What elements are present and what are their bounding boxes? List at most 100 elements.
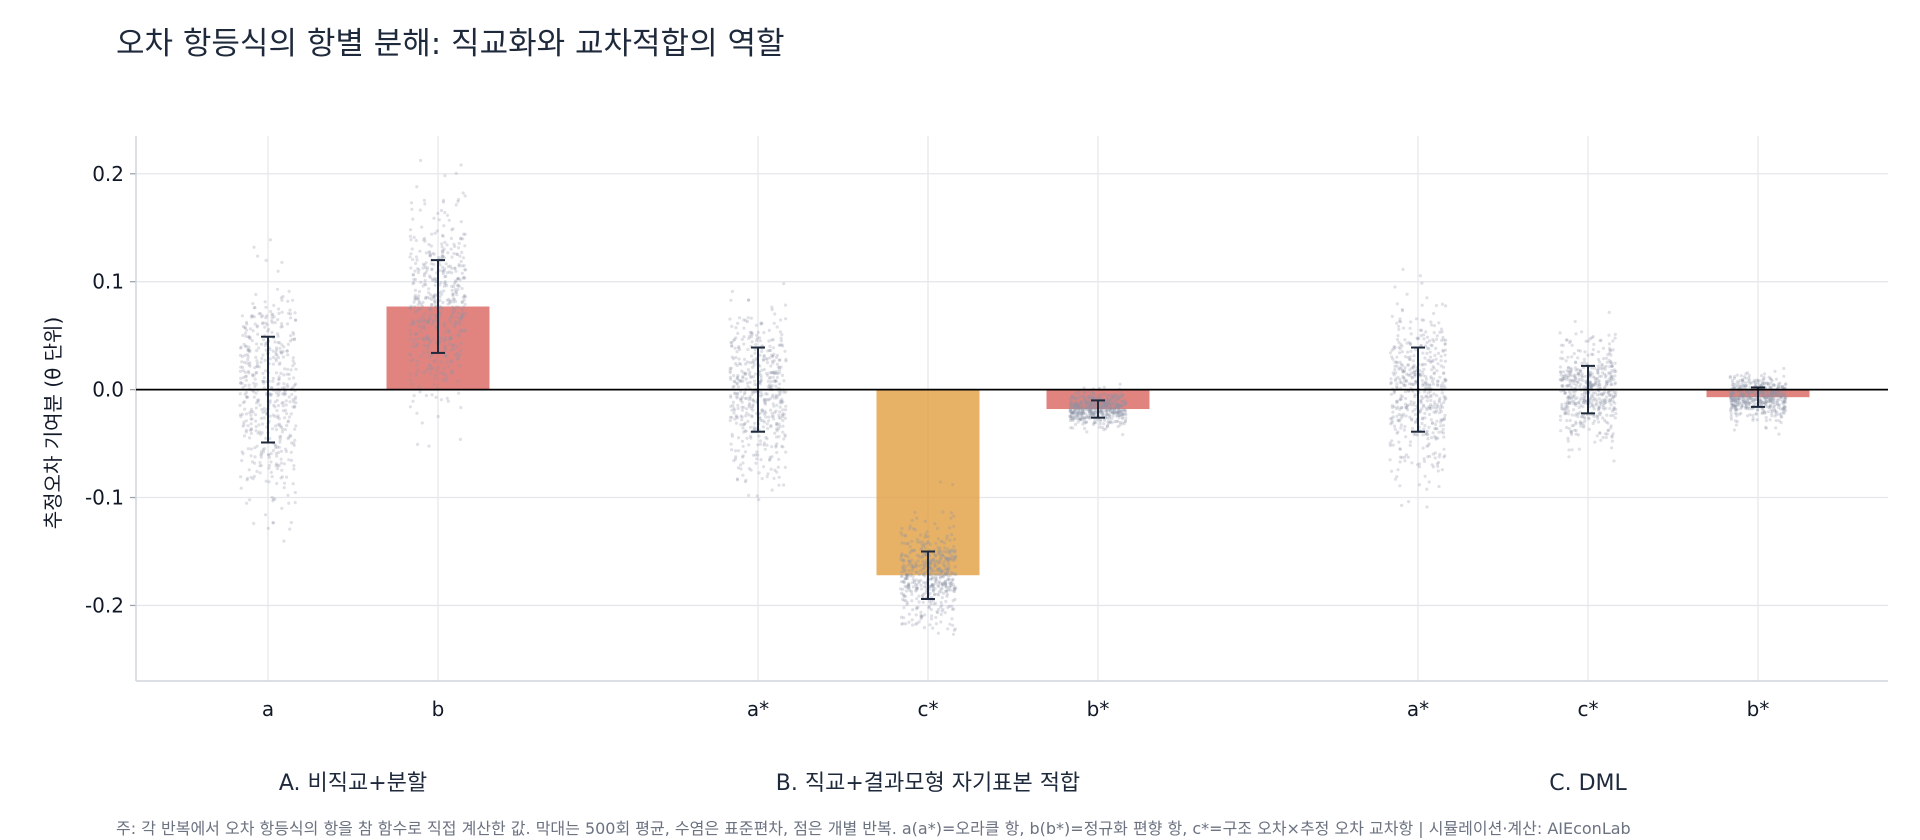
replication-point [1412, 382, 1416, 387]
replication-point [1092, 412, 1096, 416]
replication-point [1078, 416, 1082, 420]
replication-point [1098, 425, 1102, 429]
replication-point [280, 324, 284, 328]
replication-point [443, 353, 447, 357]
replication-point [739, 467, 743, 471]
replication-point [1398, 398, 1402, 402]
replication-point [1600, 398, 1604, 402]
replication-point [938, 553, 942, 557]
replication-point [269, 451, 273, 456]
replication-point [1604, 373, 1608, 378]
replication-point [1070, 406, 1074, 410]
replication-point [1612, 368, 1616, 372]
replication-point [440, 242, 444, 246]
replication-point [289, 520, 293, 525]
replication-point [739, 378, 743, 383]
replication-point [762, 353, 766, 358]
replication-point [754, 461, 758, 465]
replication-point [1738, 401, 1742, 405]
replication-point [1089, 411, 1093, 415]
replication-point [254, 429, 258, 433]
replication-point [1432, 406, 1436, 410]
replication-point [1399, 426, 1403, 430]
replication-point [1444, 396, 1448, 401]
replication-point [1761, 410, 1765, 415]
replication-point [947, 567, 951, 571]
replication-point [1729, 396, 1733, 400]
replication-point [409, 201, 414, 205]
replication-point [1398, 407, 1402, 411]
replication-point [452, 324, 456, 328]
replication-point [939, 570, 943, 574]
replication-point [449, 337, 453, 341]
replication-point [762, 358, 766, 362]
replication-point [742, 326, 746, 330]
replication-point [1768, 393, 1772, 397]
replication-point [1436, 460, 1441, 465]
replication-point [1595, 414, 1599, 418]
replication-point [293, 404, 297, 408]
replication-point [902, 558, 906, 562]
replication-point [1423, 380, 1427, 384]
replication-point [735, 391, 740, 395]
replication-point [1432, 403, 1437, 407]
replication-point [430, 393, 434, 397]
replication-point [433, 304, 437, 308]
replication-point [900, 552, 904, 556]
replication-point [1568, 400, 1572, 404]
replication-point [1119, 395, 1123, 399]
replication-point [1591, 398, 1595, 403]
replication-point [1393, 364, 1397, 368]
replication-point [449, 247, 453, 251]
replication-point [779, 365, 783, 369]
replication-point [273, 321, 277, 325]
replication-point [744, 371, 748, 375]
replication-point [1759, 402, 1764, 406]
replication-point [255, 365, 259, 369]
replication-point [908, 524, 912, 528]
replication-point [455, 252, 460, 256]
replication-point [905, 576, 909, 580]
replication-point [432, 216, 436, 220]
replication-point [447, 364, 451, 368]
replication-point [1779, 395, 1783, 399]
replication-point [1564, 411, 1568, 415]
replication-point [1437, 321, 1441, 325]
replication-point [938, 546, 942, 550]
replication-point [1116, 419, 1120, 423]
replication-point [1430, 360, 1434, 364]
replication-point [1424, 330, 1428, 334]
replication-point [1604, 406, 1608, 410]
replication-point [1609, 403, 1613, 407]
replication-point [777, 382, 782, 386]
replication-point [1115, 394, 1119, 399]
replication-point [733, 449, 738, 453]
replication-point [292, 376, 296, 380]
replication-point [929, 559, 933, 564]
replication-point [458, 364, 462, 368]
replication-point [1769, 399, 1773, 403]
replication-point [1784, 395, 1788, 399]
replication-point [1601, 416, 1605, 420]
replication-point [1430, 368, 1434, 372]
replication-point [1096, 394, 1100, 398]
replication-point [1076, 403, 1080, 407]
replication-point [1570, 378, 1574, 382]
replication-point [1769, 381, 1773, 385]
replication-point [944, 582, 948, 586]
replication-point [1582, 398, 1586, 402]
replication-point [1740, 382, 1744, 386]
replication-point [1443, 454, 1447, 458]
replication-point [460, 315, 464, 319]
replication-point [1388, 443, 1392, 448]
replication-point [1766, 395, 1770, 399]
replication-point [1081, 403, 1085, 407]
replication-point [1590, 403, 1594, 407]
replication-point [774, 384, 778, 388]
replication-point [1767, 383, 1771, 387]
replication-point [911, 527, 916, 531]
replication-point [1566, 401, 1570, 405]
points [238, 158, 1788, 636]
replication-point [1395, 399, 1399, 403]
replication-point [950, 580, 954, 584]
